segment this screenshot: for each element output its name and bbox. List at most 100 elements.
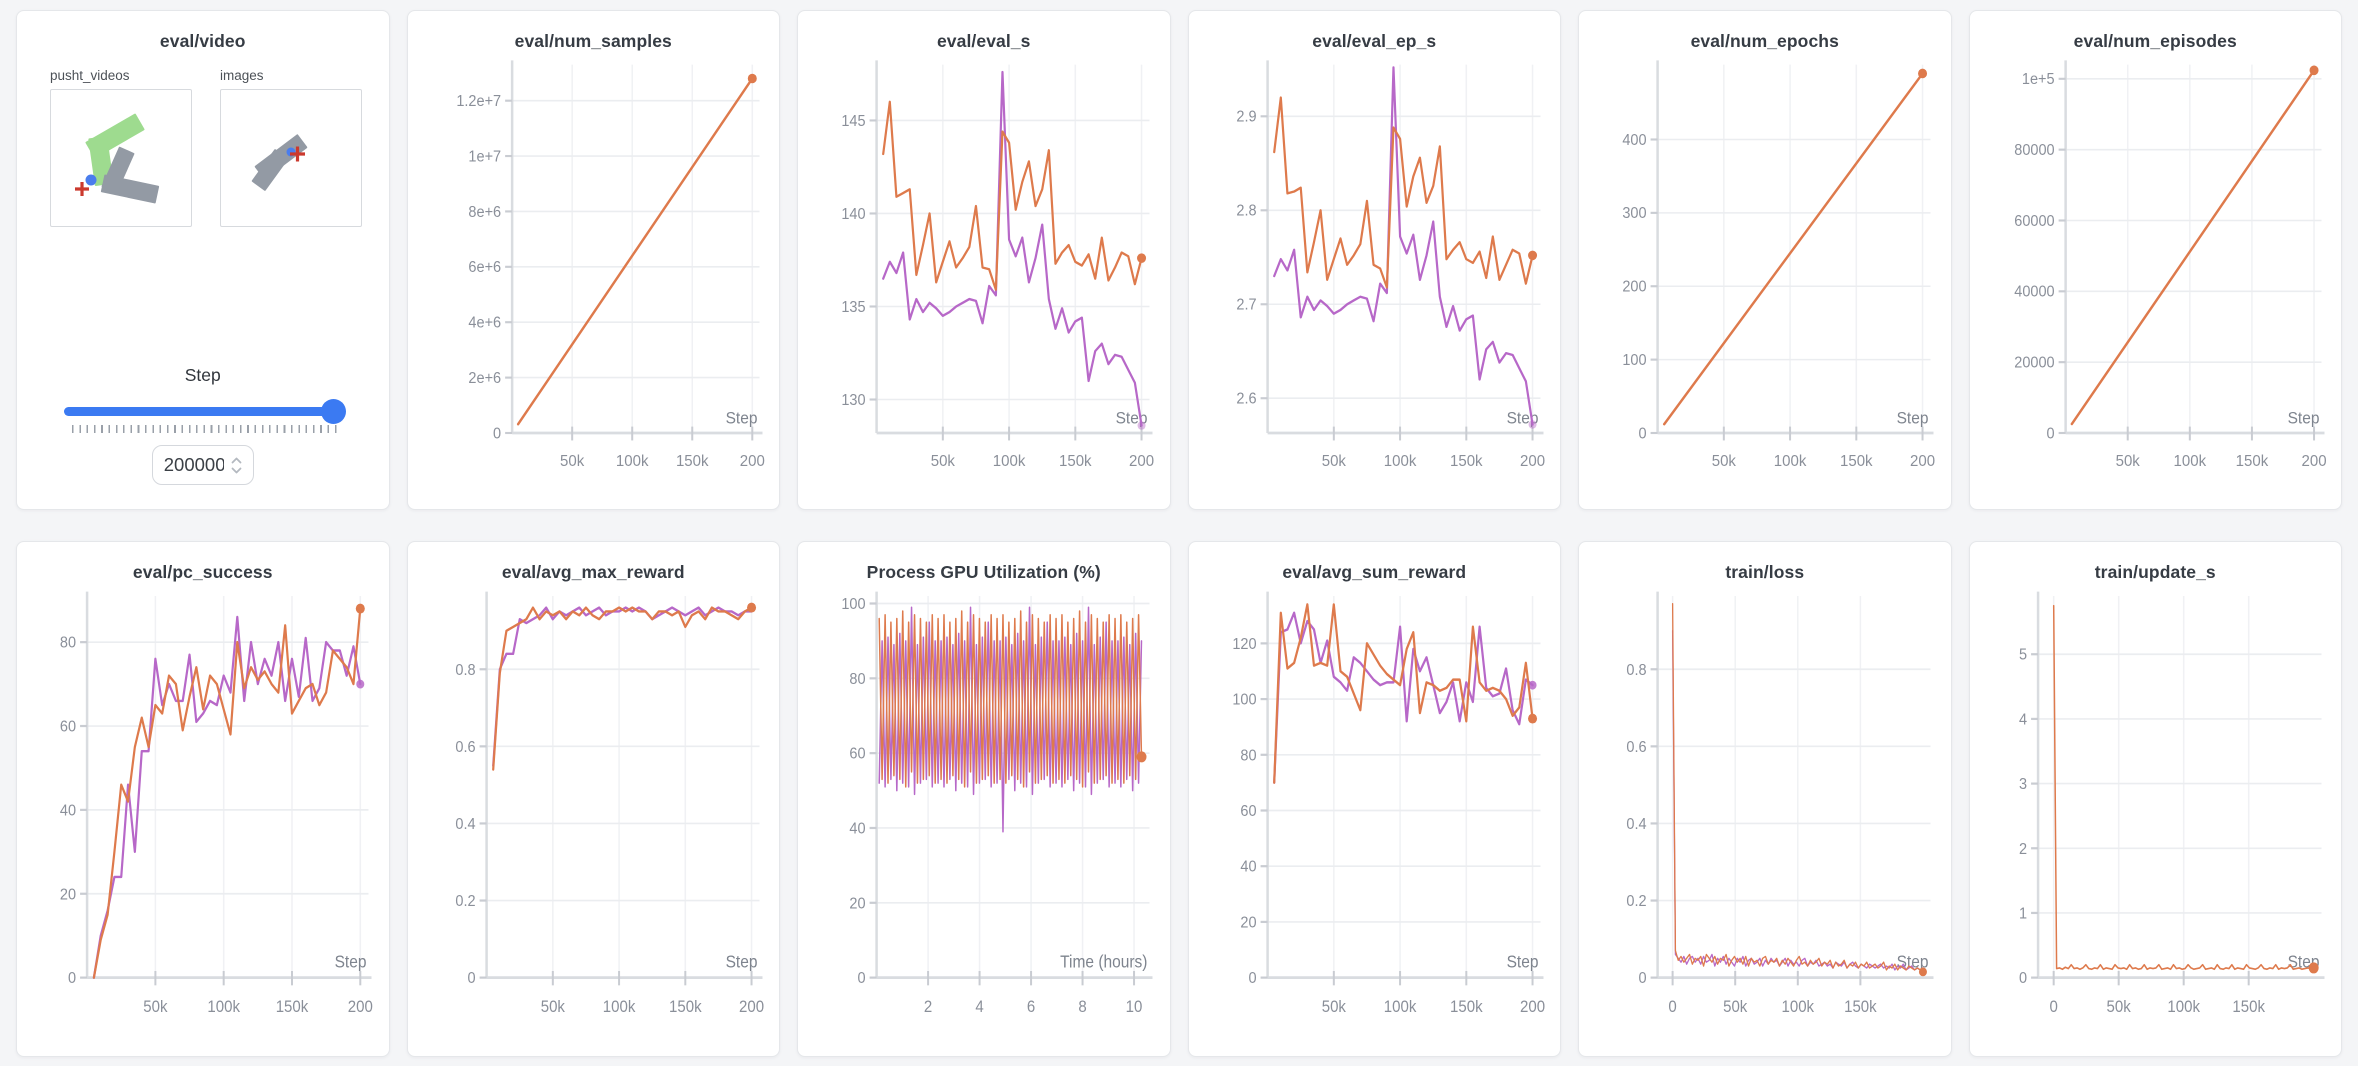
svg-text:400: 400 <box>1622 131 1646 149</box>
svg-text:20: 20 <box>849 895 865 913</box>
step-slider[interactable] <box>64 399 346 424</box>
svg-text:5: 5 <box>2018 646 2026 664</box>
line-chart[interactable]: 0 0.2 0.4 0.6 0.8 50k 100k 150k 200 Step <box>421 585 767 1046</box>
line-chart[interactable]: 0 20 40 60 80 100 120 50k 100k 150k 200 Step <box>1202 585 1548 1046</box>
svg-text:0: 0 <box>1638 970 1646 988</box>
chart-title: eval/num_samples <box>514 31 672 51</box>
svg-text:60: 60 <box>1240 802 1256 820</box>
stepper-down-icon[interactable] <box>231 467 242 474</box>
svg-text:150k: 150k <box>1059 453 1092 471</box>
svg-text:100k: 100k <box>2173 453 2206 471</box>
line-chart[interactable]: 0 2e+6 4e+6 6e+6 8e+6 1e+7 1.2e+7 50k 100k 150k 20… <box>421 54 767 499</box>
line-chart[interactable]: 0 20 40 60 80 50k 100k 150k 200 Step <box>30 585 376 1046</box>
images-thumbnail[interactable] <box>220 89 362 227</box>
svg-text:100k: 100k <box>1383 453 1416 471</box>
svg-text:8e+6: 8e+6 <box>468 203 501 221</box>
svg-text:10: 10 <box>1126 998 1143 1016</box>
svg-text:0.8: 0.8 <box>455 661 475 679</box>
svg-text:100: 100 <box>1622 352 1646 370</box>
svg-text:50k: 50k <box>560 453 584 471</box>
svg-text:200: 200 <box>1622 278 1646 296</box>
svg-text:60: 60 <box>60 718 76 736</box>
svg-text:6e+6: 6e+6 <box>468 259 501 277</box>
svg-text:2e+6: 2e+6 <box>468 370 501 388</box>
svg-text:2: 2 <box>2018 840 2026 858</box>
svg-text:1.2e+7: 1.2e+7 <box>456 93 501 111</box>
chart-panel-eval-num-episodes: eval/num_episodes 0 20000 40000 60000 80000 1… <box>1968 10 2342 510</box>
svg-text:0: 0 <box>857 970 865 988</box>
svg-text:8: 8 <box>1078 998 1087 1016</box>
slider-track[interactable] <box>64 407 342 416</box>
chart-title: Process GPU Utilization (%) <box>866 562 1101 582</box>
svg-text:3: 3 <box>2018 775 2026 793</box>
svg-text:0: 0 <box>68 970 76 988</box>
svg-text:200: 200 <box>1910 453 1935 471</box>
svg-text:Step: Step <box>335 953 367 972</box>
svg-text:0.4: 0.4 <box>455 815 476 833</box>
svg-text:100k: 100k <box>2167 998 2200 1016</box>
chart-title: eval/eval_ep_s <box>1312 31 1437 51</box>
svg-text:1e+7: 1e+7 <box>468 148 501 166</box>
chart-panel-eval-pc-success: eval/pc_success 0 20 40 60 80 50k 100k 150k 200 S… <box>16 541 390 1057</box>
chart-panel-eval-eval-s: eval/eval_s 130 135 140 145 50k 100k 150k 200 St… <box>797 10 1171 510</box>
svg-text:150k: 150k <box>1450 998 1483 1016</box>
step-slider-label: Step <box>184 365 221 385</box>
svg-text:100k: 100k <box>993 453 1026 471</box>
svg-text:2.9: 2.9 <box>1236 108 1256 126</box>
svg-text:4: 4 <box>975 998 984 1016</box>
svg-text:100: 100 <box>841 595 865 613</box>
svg-text:100k: 100k <box>1774 453 1807 471</box>
svg-text:Time (hours): Time (hours) <box>1060 953 1147 972</box>
svg-text:0: 0 <box>2046 425 2054 443</box>
stepper-up-icon[interactable] <box>231 457 242 464</box>
svg-text:0.2: 0.2 <box>455 892 475 910</box>
svg-text:80: 80 <box>1240 747 1256 765</box>
chart-panel-eval-num-epochs: eval/num_epochs 0 100 200 300 400 50k 100k 150k… <box>1578 10 1952 510</box>
svg-text:40: 40 <box>60 802 76 820</box>
svg-text:50k: 50k <box>1321 998 1345 1016</box>
step-value-input[interactable] <box>163 454 224 476</box>
chart-panel-train-update-s: train/update_s 0 1 2 3 4 5 0 50k 100k 150k Step <box>1968 541 2342 1057</box>
svg-text:0: 0 <box>2049 998 2058 1016</box>
svg-text:40: 40 <box>1240 858 1256 876</box>
svg-text:0.6: 0.6 <box>1626 738 1646 756</box>
chart-panel-eval-eval-ep-s: eval/eval_ep_s 2.6 2.7 2.8 2.9 50k 100k 150k 20… <box>1187 10 1561 510</box>
chart-title: train/loss <box>1725 562 1805 582</box>
step-value-box[interactable] <box>151 445 254 485</box>
svg-text:100k: 100k <box>1383 998 1416 1016</box>
svg-text:Step: Step <box>725 410 757 428</box>
media-panel-eval-video: eval/video pusht_videos images <box>16 10 390 510</box>
svg-text:50k: 50k <box>1723 998 1747 1016</box>
chart-title: eval/num_episodes <box>2073 31 2237 51</box>
svg-text:200: 200 <box>1129 453 1154 471</box>
svg-text:150k: 150k <box>2232 998 2265 1016</box>
svg-text:140: 140 <box>841 205 865 223</box>
svg-text:2.8: 2.8 <box>1236 202 1256 220</box>
svg-text:4: 4 <box>2018 711 2027 729</box>
svg-text:50k: 50k <box>1712 453 1736 471</box>
svg-text:100k: 100k <box>602 998 635 1016</box>
svg-text:0.6: 0.6 <box>455 738 475 756</box>
svg-text:2.7: 2.7 <box>1236 296 1256 314</box>
line-chart[interactable]: 0 20000 40000 60000 80000 1e+5 50k 100k 150k 200 S… <box>1983 54 2329 499</box>
line-chart[interactable]: 0 100 200 300 400 50k 100k 150k 200 Step <box>1592 54 1938 499</box>
svg-text:150k: 150k <box>1844 998 1877 1016</box>
svg-text:50k: 50k <box>2106 998 2130 1016</box>
pusht-video-thumbnail[interactable] <box>50 89 192 227</box>
svg-text:145: 145 <box>841 112 865 130</box>
svg-text:Step: Step <box>1897 410 1929 428</box>
svg-text:Step: Step <box>1506 953 1538 972</box>
svg-text:Step: Step <box>725 953 757 972</box>
chart-panel-eval-num-samples: eval/num_samples 0 2e+6 4e+6 6e+6 8e+6 1e+7 1.… <box>406 10 780 510</box>
svg-text:100: 100 <box>1232 691 1256 709</box>
svg-text:4e+6: 4e+6 <box>468 314 501 332</box>
line-chart[interactable]: 0 20 40 60 80 100 2 4 6 8 10 Time (hours) <box>811 585 1157 1046</box>
svg-text:50k: 50k <box>2115 453 2139 471</box>
svg-text:0: 0 <box>2018 970 2026 988</box>
slider-handle[interactable] <box>320 399 346 424</box>
